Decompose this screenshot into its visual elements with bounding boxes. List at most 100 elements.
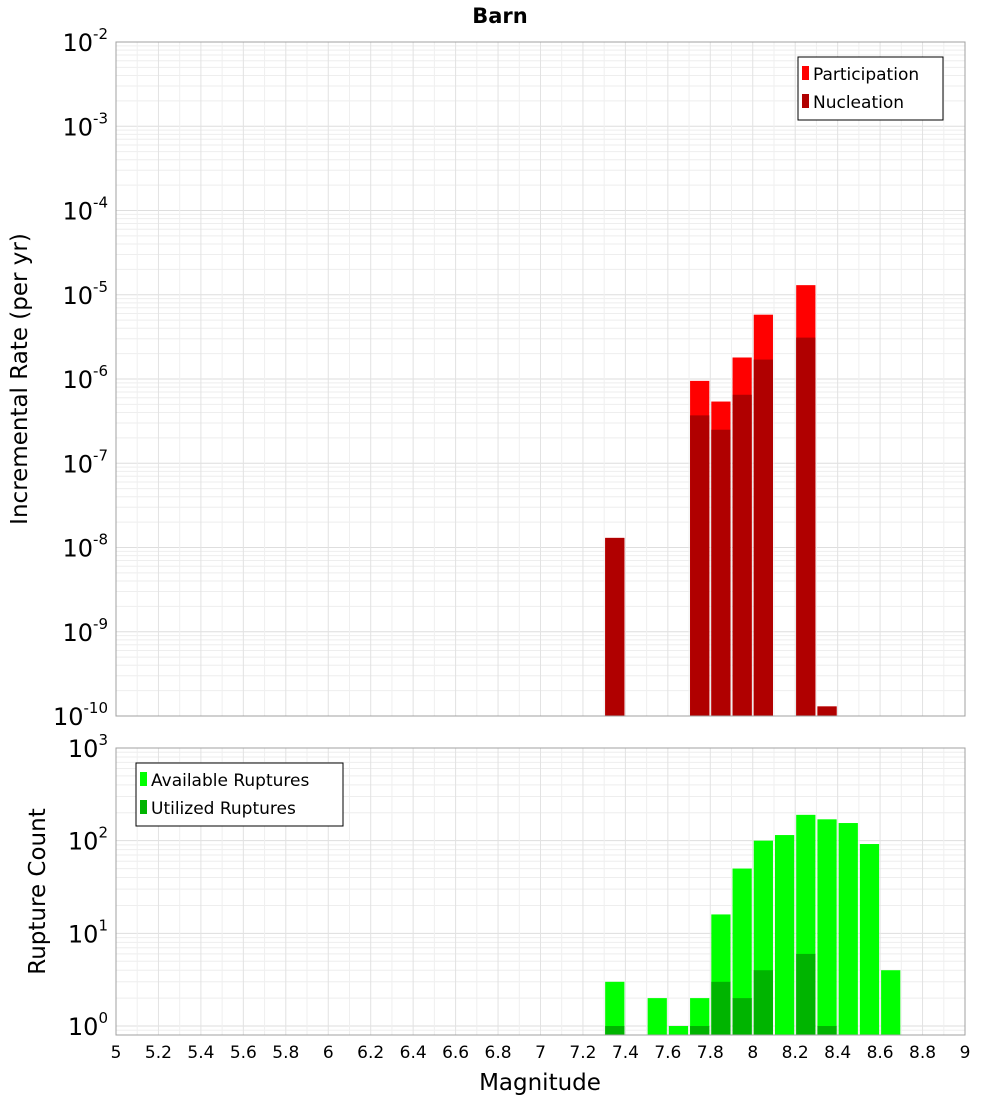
y-tick-exponent: -4: [93, 194, 108, 212]
y-tick-base: 10: [62, 282, 93, 310]
y-tick-base: 10: [62, 535, 93, 563]
bar: [605, 537, 625, 716]
y-tick-label: 10-7: [62, 446, 108, 478]
x-tick-label: 5.4: [187, 1043, 214, 1063]
x-tick-label: 6.4: [400, 1043, 427, 1063]
x-tick-label: 6.2: [357, 1043, 384, 1063]
y-tick-label: 10-6: [62, 362, 108, 394]
bar: [881, 970, 901, 1035]
rate-frame: [115, 41, 966, 717]
y-tick-label: 10-8: [62, 531, 108, 563]
y-tick-exponent: -6: [93, 362, 108, 380]
bar: [796, 337, 816, 716]
y-tick-exponent: -2: [93, 25, 108, 43]
legend-entry: Available Ruptures: [151, 771, 309, 791]
y-tick-exponent: 1: [98, 916, 108, 934]
bar: [859, 844, 880, 1035]
legend-entry: Participation: [813, 65, 919, 85]
bar: [690, 1026, 710, 1035]
x-tick-label: 5.2: [145, 1043, 172, 1063]
y-tick-base: 10: [53, 703, 84, 731]
x-tick-label: 5: [111, 1043, 122, 1063]
rate-y-axis-label: Incremental Rate (per yr): [7, 233, 33, 525]
legend-swatch: [802, 66, 809, 80]
rate-legend: Participation Nucleation: [797, 56, 944, 121]
x-tick-label: 7.2: [569, 1043, 596, 1063]
y-tick-exponent: -5: [93, 278, 108, 296]
x-tick-label: 7.6: [654, 1043, 681, 1063]
chart-title: Barn: [472, 4, 527, 28]
y-tick-label: 10-2: [62, 25, 108, 57]
y-tick-label: 10-3: [62, 109, 108, 141]
bar: [711, 981, 731, 1035]
legend-swatch: [140, 772, 147, 786]
x-tick-label: 6: [323, 1043, 334, 1063]
count-legend: Available Ruptures Utilized Ruptures: [135, 762, 344, 827]
y-tick-exponent: 0: [98, 1009, 108, 1027]
y-tick-exponent: -8: [93, 531, 108, 549]
x-tick-label: 8.4: [824, 1043, 851, 1063]
y-tick-label: 10-10: [53, 699, 108, 731]
x-axis-label: Magnitude: [479, 1070, 601, 1096]
bar: [817, 819, 837, 1035]
y-tick-exponent: -10: [84, 699, 109, 717]
y-tick-exponent: -3: [93, 109, 108, 127]
count-y-axis-label: Rupture Count: [25, 808, 51, 974]
y-tick-exponent: -9: [93, 615, 108, 633]
bar: [817, 1026, 837, 1035]
y-tick-base: 10: [68, 828, 99, 856]
y-tick-base: 10: [62, 29, 93, 57]
bar: [647, 998, 667, 1035]
legend-swatch: [140, 800, 147, 814]
bar: [668, 1026, 689, 1035]
bar: [690, 415, 710, 716]
bar: [732, 998, 752, 1035]
bar: [796, 953, 816, 1035]
y-tick-base: 10: [62, 450, 93, 478]
bar: [753, 970, 773, 1035]
y-tick-base: 10: [68, 920, 99, 948]
bar: [732, 868, 752, 1035]
legend-entry: Nucleation: [813, 93, 904, 113]
rate-panel: 10-1010-910-810-710-610-510-410-310-2Inc…: [7, 25, 966, 731]
bar: [711, 429, 731, 716]
x-tick-label: 8.8: [909, 1043, 936, 1063]
bar: [753, 359, 773, 716]
y-tick-label: 10-9: [62, 615, 108, 647]
x-tick-label: 7.4: [612, 1043, 639, 1063]
x-tick-label: 6.6: [442, 1043, 469, 1063]
y-tick-label: 10-4: [62, 194, 108, 226]
bar: [605, 1026, 625, 1035]
y-tick-exponent: -7: [93, 446, 108, 464]
x-tick-label: 8.6: [867, 1043, 894, 1063]
bar: [774, 835, 795, 1035]
x-tick-label: 9: [960, 1043, 971, 1063]
y-tick-base: 10: [62, 113, 93, 141]
x-tick-label: 7.8: [697, 1043, 724, 1063]
bar: [838, 823, 858, 1035]
count-frame: [115, 747, 966, 1036]
legend-box: [797, 56, 944, 121]
y-tick-base: 10: [62, 619, 93, 647]
legend-entry: Utilized Ruptures: [151, 799, 296, 819]
y-tick-exponent: 2: [98, 824, 108, 842]
bar: [817, 706, 837, 716]
count-series-1: [605, 953, 837, 1035]
y-tick-base: 10: [68, 1013, 99, 1041]
x-tick-label: 8.2: [782, 1043, 809, 1063]
x-tick-label: 5.6: [230, 1043, 257, 1063]
rate-series-1: [605, 337, 837, 716]
x-tick-label: 6.8: [485, 1043, 512, 1063]
y-tick-label: 103: [68, 731, 108, 763]
y-tick-exponent: 3: [98, 731, 108, 749]
y-tick-base: 10: [68, 735, 99, 763]
x-tick-label: 8: [747, 1043, 758, 1063]
bar: [690, 998, 710, 1035]
y-tick-label: 100: [68, 1009, 108, 1041]
y-tick-base: 10: [62, 366, 93, 394]
y-tick-label: 102: [68, 824, 108, 856]
y-tick-label: 101: [68, 916, 108, 948]
